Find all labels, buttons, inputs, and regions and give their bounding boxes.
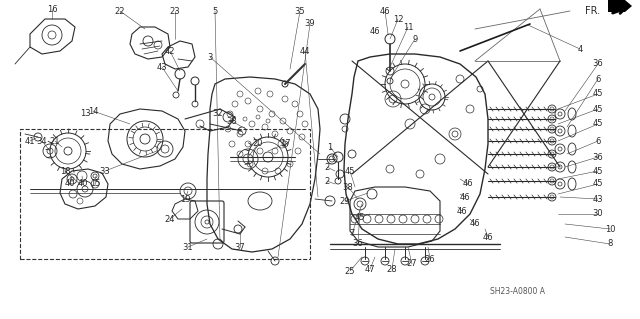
Text: 8: 8 <box>607 240 612 249</box>
Text: 12: 12 <box>393 14 403 24</box>
Text: 28: 28 <box>387 264 397 273</box>
Bar <box>20 129 310 259</box>
Text: 6: 6 <box>595 75 601 84</box>
Text: SH23-A0800 A: SH23-A0800 A <box>490 286 545 295</box>
Text: 45: 45 <box>593 167 604 175</box>
Text: 36: 36 <box>353 240 364 249</box>
Text: 40: 40 <box>65 180 76 189</box>
Text: 2: 2 <box>324 176 330 186</box>
Text: 19: 19 <box>180 195 190 204</box>
Text: 26: 26 <box>425 255 435 263</box>
Text: 6: 6 <box>595 137 601 145</box>
Text: 13: 13 <box>80 109 90 118</box>
Text: 45: 45 <box>593 105 604 114</box>
Text: 10: 10 <box>605 225 615 234</box>
Text: 1: 1 <box>328 143 333 152</box>
Text: 27: 27 <box>406 259 417 269</box>
Text: 29: 29 <box>340 197 350 205</box>
Text: 21: 21 <box>50 137 60 145</box>
Text: 4: 4 <box>577 44 582 54</box>
Text: 3: 3 <box>207 53 212 62</box>
Text: 15: 15 <box>90 180 100 189</box>
Text: 32: 32 <box>212 109 223 118</box>
Text: 45: 45 <box>593 120 604 129</box>
Text: 34: 34 <box>36 137 47 145</box>
Text: 24: 24 <box>164 214 175 224</box>
Text: 46: 46 <box>483 233 493 241</box>
Text: 9: 9 <box>412 34 418 43</box>
Text: 16: 16 <box>47 4 58 13</box>
Text: 39: 39 <box>305 19 316 28</box>
Text: 18: 18 <box>60 167 70 175</box>
Text: 46: 46 <box>470 219 480 228</box>
Text: 36: 36 <box>593 152 604 161</box>
Text: 14: 14 <box>88 107 99 115</box>
Text: 25: 25 <box>345 266 355 276</box>
Polygon shape <box>608 0 632 12</box>
Text: 44: 44 <box>300 47 310 56</box>
Text: 46: 46 <box>460 192 470 202</box>
Text: 36: 36 <box>593 60 604 69</box>
Text: 45: 45 <box>355 212 365 221</box>
Text: 45: 45 <box>593 90 604 99</box>
Text: 23: 23 <box>170 6 180 16</box>
Text: 46: 46 <box>457 206 467 216</box>
Text: 30: 30 <box>593 210 604 219</box>
Text: 31: 31 <box>182 242 193 251</box>
Text: 11: 11 <box>403 23 413 32</box>
Text: 35: 35 <box>294 6 305 16</box>
Text: 42: 42 <box>164 47 175 56</box>
Text: 40: 40 <box>77 180 88 189</box>
Text: 2: 2 <box>324 162 330 172</box>
Text: 38: 38 <box>227 116 237 125</box>
Text: FR.: FR. <box>585 6 600 16</box>
Text: 46: 46 <box>370 26 380 35</box>
Text: 7: 7 <box>349 229 355 239</box>
Text: 41: 41 <box>25 137 35 145</box>
Text: 20: 20 <box>253 139 263 149</box>
Text: 37: 37 <box>235 242 245 251</box>
Text: 47: 47 <box>365 264 375 273</box>
Text: 5: 5 <box>212 6 218 16</box>
Text: 22: 22 <box>115 6 125 16</box>
Text: 46: 46 <box>380 6 390 16</box>
Text: 45: 45 <box>593 180 604 189</box>
Text: 45: 45 <box>345 167 355 175</box>
Text: 43: 43 <box>157 63 167 71</box>
Text: 43: 43 <box>593 195 604 204</box>
Text: 46: 46 <box>463 180 474 189</box>
Text: 38: 38 <box>342 182 353 191</box>
Text: 17: 17 <box>280 139 291 149</box>
Text: 33: 33 <box>100 167 110 175</box>
